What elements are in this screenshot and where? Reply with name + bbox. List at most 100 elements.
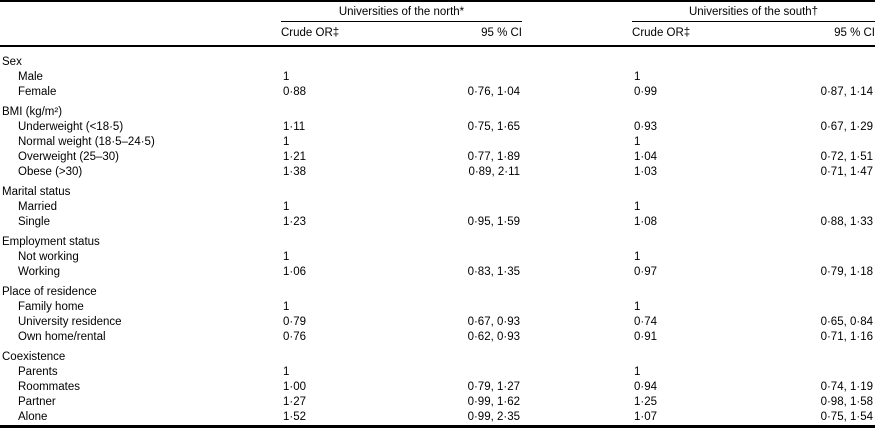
cell-south-ci (752, 200, 875, 215)
gap-cell (522, 315, 632, 330)
cell-north-crude-or: 0·79 (283, 316, 307, 328)
cell-north-crude-or (281, 280, 401, 300)
row-label: Place of residence (2, 286, 97, 298)
cell-south-crude-or: 0·94 (634, 381, 658, 393)
gap-cell (522, 265, 632, 280)
cell-south-ci (752, 180, 875, 200)
cell-north-ci: 0·99, 2·35 (467, 411, 521, 423)
cell-north-crude-or: 1 (283, 136, 290, 148)
cell-north-ci: 0·67, 0·93 (467, 316, 521, 328)
gap-cell (522, 70, 632, 85)
cell-south-crude-or: 1·25 (634, 396, 658, 408)
cell-south-ci: 0·87, 1·14 (820, 86, 874, 98)
table-row: Underweight (<18·5) 1·11 0·75, 1·65 0·93 0·6… (0, 120, 875, 135)
gap-cell (522, 100, 632, 120)
cell-north-crude-or: 1·23 (283, 216, 307, 228)
cell-south-ci (752, 70, 875, 85)
cell-north-crude-or (281, 100, 401, 120)
section-row: Place of residence (0, 280, 875, 300)
table-row: Roommates 1·00 0·79, 1·27 0·94 0·74, 1·19 (0, 380, 875, 395)
cell-south-ci (752, 230, 875, 250)
cell-north-ci (401, 250, 522, 265)
row-label: Overweight (25–30) (18, 151, 119, 163)
gap-cell (522, 135, 632, 150)
row-label: Partner (18, 396, 56, 408)
gap-cell (522, 410, 632, 427)
cell-north-ci: 0·95, 1·59 (467, 216, 521, 228)
cell-north-ci: 0·77, 1·89 (467, 151, 521, 163)
cell-south-crude-or: 1·03 (634, 166, 658, 178)
cell-north-crude-or: 1 (283, 201, 290, 213)
row-label: Male (18, 71, 43, 83)
cell-north-ci: 0·83, 1·35 (467, 266, 521, 278)
gap-cell (522, 120, 632, 135)
cell-north-ci: 0·75, 1·65 (467, 121, 521, 133)
cell-north-ci: 0·89, 2·11 (468, 166, 521, 178)
table-row: Parents 1 1 (0, 365, 875, 380)
cell-north-ci (401, 280, 522, 300)
cell-north-crude-or (281, 46, 401, 70)
cell-north-crude-or: 1·06 (283, 266, 307, 278)
gap-cell (522, 230, 632, 250)
north-ci-header: 95 % CI (401, 21, 523, 47)
table-row: Female 0·88 0·76, 1·04 0·99 0·87, 1·14 (0, 85, 875, 100)
subheader-row: Crude OR‡ 95 % CI Crude OR‡ 95 % CI (0, 21, 875, 47)
gap-cell (522, 365, 632, 380)
cell-south-crude-or: 1 (634, 366, 641, 378)
gap-cell (522, 380, 632, 395)
cell-north-ci (401, 365, 522, 380)
cell-south-crude-or: 0·93 (634, 121, 658, 133)
cell-north-ci (401, 345, 522, 365)
cell-south-ci (752, 345, 875, 365)
table-row: Obese (>30) 1·38 0·89, 2·11 1·03 0·71, 1·47 (0, 165, 875, 180)
table-row: Own home/rental 0·76 0·62, 0·93 0·91 0·71, 1… (0, 330, 875, 345)
cell-north-ci (401, 46, 522, 70)
cell-north-crude-or: 1 (283, 366, 290, 378)
row-label: Marital status (2, 186, 71, 198)
gap-cell (522, 200, 632, 215)
table-row: Male 1 1 (0, 70, 875, 85)
table-row: Not working 1 1 (0, 250, 875, 265)
cell-north-crude-or: 1·00 (283, 381, 307, 393)
row-label: Normal weight (18·5–24·5) (18, 136, 155, 148)
row-label: Not working (18, 251, 79, 263)
row-label: Alone (18, 411, 48, 423)
cell-south-crude-or: 1 (634, 251, 641, 263)
row-label: Working (18, 266, 60, 278)
cell-north-ci (401, 180, 522, 200)
cell-south-crude-or: 0·99 (634, 86, 658, 98)
cell-north-crude-or: 1 (283, 301, 290, 313)
cell-south-ci: 0·72, 1·51 (820, 151, 874, 163)
cell-north-crude-or: 1·27 (283, 396, 307, 408)
cell-north-crude-or: 1 (283, 251, 290, 263)
cell-north-ci: 0·99, 1·62 (467, 396, 521, 408)
cell-south-ci (752, 250, 875, 265)
gap-cell (522, 165, 632, 180)
row-label: University residence (18, 316, 122, 328)
stub-cell (0, 21, 281, 47)
table-row: Working 1·06 0·83, 1·35 0·97 0·79, 1·18 (0, 265, 875, 280)
cell-north-ci: 0·76, 1·04 (467, 86, 521, 98)
col-group-north: Universities of the north* (281, 1, 523, 22)
cell-north-ci (401, 200, 522, 215)
gap-cell (522, 150, 632, 165)
gap-cell (522, 250, 632, 265)
cell-south-crude-or (632, 100, 752, 120)
cell-north-crude-or: 1 (283, 71, 290, 83)
cell-south-crude-or (632, 230, 752, 250)
gap-cell (522, 1, 632, 22)
gap-cell (522, 300, 632, 315)
gap-cell (522, 21, 633, 47)
row-label: Own home/rental (18, 331, 106, 343)
cell-north-crude-or: 1·52 (283, 411, 307, 423)
cell-north-crude-or (281, 230, 401, 250)
cell-south-crude-or: 1 (634, 301, 641, 313)
row-label: Employment status (2, 236, 100, 248)
cell-south-ci: 0·74, 1·19 (820, 381, 874, 393)
south-crude-or-header: Crude OR‡ (632, 21, 753, 47)
row-label: Married (18, 201, 57, 213)
row-label: Underweight (<18·5) (18, 121, 124, 133)
cell-south-crude-or: 1·04 (634, 151, 658, 163)
gap-cell (522, 85, 632, 100)
